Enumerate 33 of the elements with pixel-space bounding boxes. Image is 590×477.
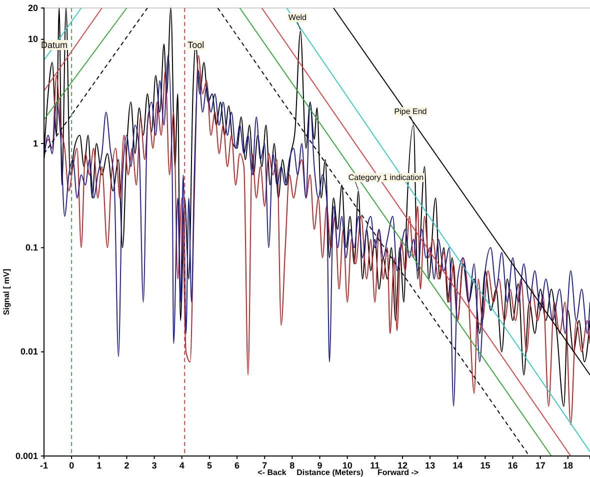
x-tick-label: 2 [124, 460, 130, 470]
x-tick-label: 3 [152, 460, 157, 470]
y-tick-label: 10 [28, 34, 38, 44]
annotation: Pipe End [394, 107, 427, 116]
y-axis-title: Signal [ mV] [2, 268, 11, 316]
x-tick-label: 7 [262, 460, 268, 470]
x-tick-label: 8 [290, 460, 295, 470]
y-tick-label: 0.1 [25, 242, 38, 253]
x-tick-label: 16 [508, 460, 518, 470]
x-tick-label: 1 [96, 460, 102, 470]
x-tick-label: 15 [480, 460, 490, 470]
x-tick-label: 14 [452, 460, 463, 470]
text: Forward -> [377, 468, 419, 477]
x-tick-label: 9 [317, 460, 322, 470]
text: <- Back [258, 468, 287, 477]
x-tick-label: 6 [234, 460, 240, 470]
y-tick-label: 0.01 [20, 346, 38, 357]
x-tick-label: 11 [370, 460, 380, 470]
x-tick-label: 13 [425, 460, 436, 470]
y-tick-label: 20 [28, 2, 38, 13]
x-tick-label: 0 [69, 460, 74, 470]
x-axis-title: Distance (Meters) [296, 468, 364, 477]
y-tick-label: 1 [32, 138, 38, 148]
annotation: Weld [288, 13, 306, 22]
x-tick-label: 5 [206, 460, 212, 470]
x-tick-label: 12 [397, 460, 408, 470]
x-tick-label: 17 [535, 460, 546, 470]
x-tick-label: -1 [40, 460, 48, 470]
x-tick-label: 18 [562, 460, 573, 470]
x-tick-label: 4 [179, 460, 184, 470]
x-tick-label: 10 [342, 460, 352, 470]
y-tick-label: 0.001 [15, 450, 38, 461]
annotation: Category 1 indication [348, 173, 424, 182]
